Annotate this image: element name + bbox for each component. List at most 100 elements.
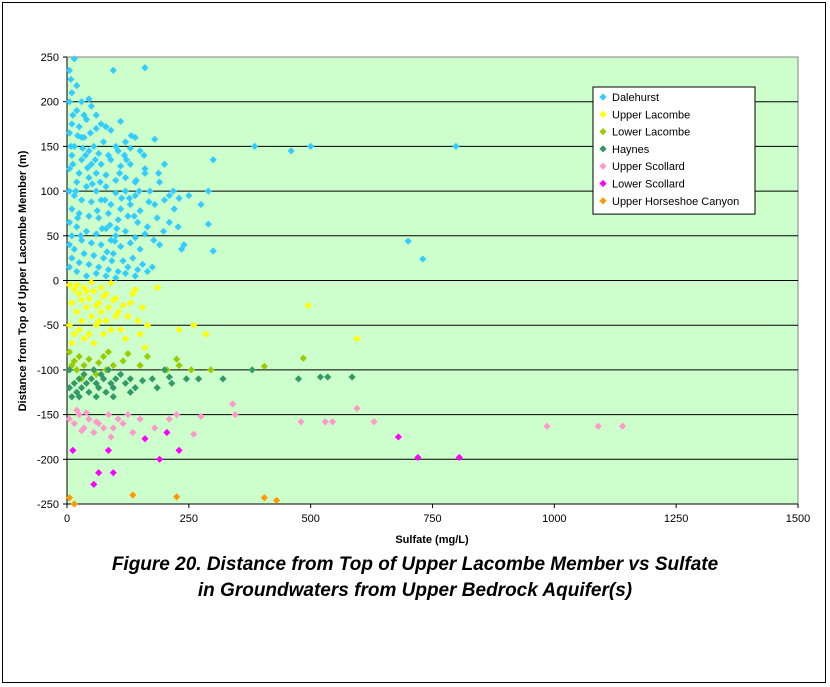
- data-point: [95, 214, 103, 222]
- data-point: [78, 196, 86, 204]
- data-point: [151, 135, 159, 143]
- data-point: [136, 147, 144, 155]
- data-point: [78, 144, 87, 152]
- data-point: [141, 169, 149, 177]
- data-point: [121, 379, 130, 387]
- data-point: [124, 411, 132, 419]
- legend-label: Dalehurst: [612, 92, 659, 104]
- figure-caption: Figure 20. Distance from Top of Upper La…: [0, 552, 830, 604]
- legend-marker: [599, 93, 607, 101]
- data-point: [119, 257, 127, 265]
- data-point: [126, 160, 134, 168]
- data-point: [109, 424, 117, 432]
- data-point: [260, 494, 268, 502]
- data-point: [143, 352, 152, 361]
- data-point: [194, 375, 203, 383]
- data-point: [65, 281, 74, 289]
- data-point: [209, 247, 217, 255]
- data-point: [122, 156, 131, 164]
- data-point: [169, 187, 177, 195]
- data-point: [272, 496, 281, 505]
- data-point: [119, 357, 127, 365]
- data-point: [80, 361, 88, 370]
- data-point: [107, 433, 115, 441]
- data-point: [151, 200, 159, 209]
- data-point: [68, 120, 76, 128]
- data-point: [65, 415, 74, 423]
- data-point: [182, 375, 190, 383]
- data-point: [103, 248, 111, 256]
- legend-marker: [599, 145, 607, 153]
- data-point: [70, 500, 78, 508]
- data-point: [414, 453, 422, 462]
- data-point: [78, 156, 86, 164]
- y-tick-label: -150: [37, 410, 59, 422]
- data-point: [65, 129, 74, 137]
- data-point: [99, 254, 108, 262]
- data-point: [204, 220, 212, 228]
- data-point: [90, 366, 98, 374]
- data-point: [87, 160, 95, 168]
- data-point: [108, 257, 116, 265]
- data-point: [65, 187, 74, 195]
- data-point: [78, 317, 86, 325]
- data-point: [73, 223, 81, 231]
- data-point: [135, 187, 143, 195]
- data-point: [72, 187, 80, 195]
- data-point: [114, 415, 122, 423]
- data-point: [328, 418, 337, 426]
- data-point: [70, 357, 78, 365]
- data-point: [127, 132, 135, 140]
- data-point: [197, 200, 205, 209]
- data-points: [65, 55, 627, 508]
- data-point: [190, 430, 198, 438]
- data-point: [131, 233, 139, 242]
- data-point: [85, 355, 93, 363]
- data-point: [68, 339, 76, 347]
- data-point: [68, 393, 76, 401]
- data-point: [65, 494, 74, 502]
- data-point: [83, 164, 92, 172]
- data-point: [124, 263, 132, 271]
- data-point: [90, 480, 98, 488]
- data-point: [131, 285, 139, 294]
- data-point: [251, 142, 259, 150]
- data-point: [85, 388, 93, 396]
- data-point: [175, 361, 183, 370]
- data-point: [353, 335, 361, 343]
- data-point: [117, 326, 125, 334]
- data-point: [112, 176, 120, 184]
- data-point: [114, 267, 122, 276]
- data-point: [75, 411, 83, 419]
- data-point: [97, 241, 105, 249]
- data-point: [143, 321, 152, 329]
- data-point: [104, 266, 113, 274]
- data-point: [102, 225, 110, 233]
- series-haynes: [65, 366, 356, 401]
- data-point: [370, 418, 378, 426]
- data-point: [168, 379, 176, 387]
- x-tick-label: 500: [301, 513, 319, 525]
- data-point: [80, 335, 88, 343]
- data-point: [101, 196, 109, 204]
- data-point: [126, 144, 134, 152]
- data-point: [543, 422, 551, 430]
- data-point: [86, 129, 94, 137]
- data-point: [74, 132, 82, 140]
- data-point: [141, 64, 149, 72]
- legend-label: Lower Lacombe: [612, 127, 690, 139]
- data-point: [102, 272, 110, 280]
- data-point: [99, 138, 108, 146]
- data-point: [107, 279, 115, 287]
- data-point: [85, 174, 93, 182]
- data-point: [125, 194, 133, 202]
- data-point: [109, 393, 117, 401]
- data-point: [114, 216, 122, 224]
- y-tick-label: 150: [41, 141, 59, 153]
- data-point: [143, 267, 152, 276]
- data-point: [304, 301, 312, 310]
- data-point: [69, 111, 77, 119]
- data-point: [82, 227, 91, 235]
- data-point: [70, 55, 78, 63]
- series-upper-scollard: [65, 400, 627, 441]
